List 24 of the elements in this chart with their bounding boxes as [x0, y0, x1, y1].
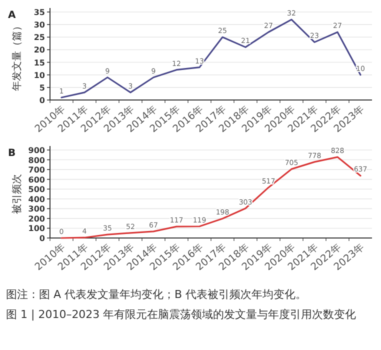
y-tick-label: 200 [28, 214, 46, 224]
y-tick-label: 15 [34, 58, 46, 68]
y-tick-label: 30 [34, 20, 46, 30]
y-tick-label: 800 [28, 156, 46, 165]
y-tick-label: 700 [28, 166, 46, 175]
y-axis-title: 被引频次 [11, 174, 23, 214]
y-tick-label: 100 [28, 224, 46, 234]
y-tick-label: 600 [28, 175, 46, 184]
y-tick-label: 900 [28, 146, 46, 155]
y-tick-label: 5 [39, 83, 46, 92]
y-axis-title: 年发文量（篇） [11, 21, 23, 91]
y-tick-label: 500 [28, 185, 46, 194]
text: 图注：图 A 代表发文量年均变化；B 代表被引频次年均变化。 [6, 288, 307, 301]
y-tick-label: 400 [28, 194, 46, 204]
y-tick-label: 20 [34, 46, 46, 55]
y-tick-label: 0 [39, 96, 46, 105]
y-tick-label: 300 [28, 204, 46, 214]
y-tick-label: 25 [34, 33, 46, 42]
y-tick-label: 0 [39, 234, 46, 243]
chart-title: B [8, 148, 16, 159]
chart-title: A [8, 10, 16, 21]
caption: 图 1 | 2010–2023 年有限元在脑震荡领域的发文量与年度引用次数变化 [6, 308, 356, 321]
y-tick-label: 10 [34, 70, 46, 80]
y-tick-label: 35 [34, 8, 46, 17]
